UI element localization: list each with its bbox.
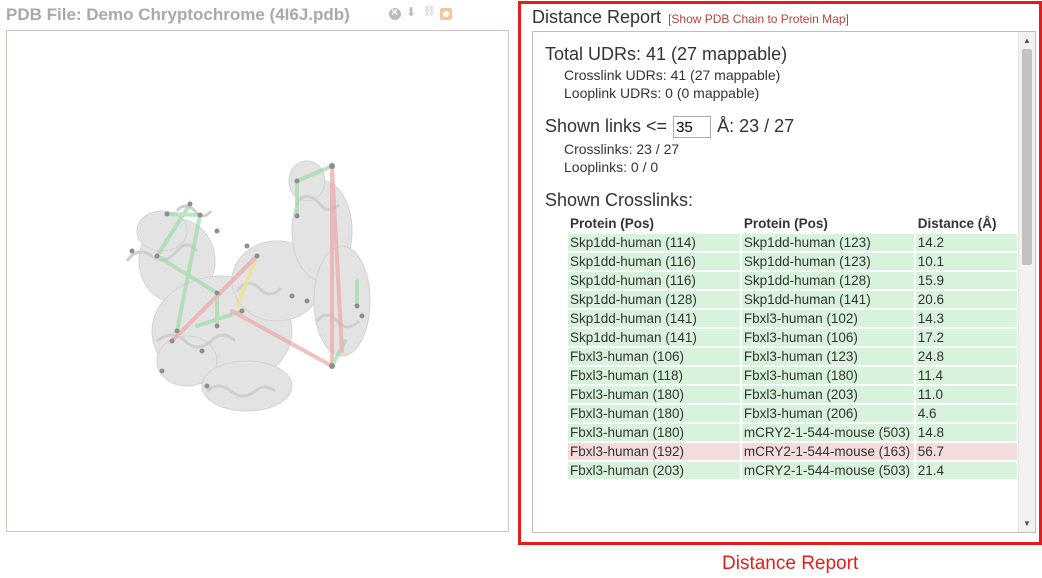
distance-cell: 21.4	[915, 462, 1017, 479]
distance-report-header: Distance Report [Show PDB Chain to Prote…	[532, 7, 849, 28]
shown-links-row: Shown links <= Å: 23 / 27	[545, 116, 795, 139]
protein-ribbon	[136, 160, 371, 412]
distance-report-caption: Distance Report	[722, 553, 859, 574]
crosslinks-table: Protein (Pos) Protein (Pos) Distance (Å)…	[566, 212, 1019, 481]
table-row[interactable]: Skp1dd-human (128) Skp1dd-human (141) 20.6	[568, 291, 1017, 308]
protein-structure-render	[125, 160, 371, 412]
table-row[interactable]: Fbxl3-human (180) Fbxl3-human (206) 4.6	[568, 405, 1017, 422]
protein-1-cell: Skp1dd-human (116)	[568, 253, 740, 270]
protein-2-cell: Fbxl3-human (102)	[741, 310, 914, 327]
show-chain-map-link[interactable]: [Show PDB Chain to Protein Map]	[668, 12, 849, 26]
protein-2-cell: Fbxl3-human (206)	[741, 405, 914, 422]
settings-icon[interactable]	[440, 8, 452, 20]
crosslinks-count: Crosslinks: 23 / 27	[564, 141, 680, 157]
scroll-up-icon[interactable]: ▲	[1023, 36, 1031, 45]
protein-2-cell: Skp1dd-human (141)	[741, 291, 914, 308]
table-row[interactable]: Fbxl3-human (118) Fbxl3-human (180) 11.4	[568, 367, 1017, 384]
protein-2-cell: mCRY2-1-544-mouse (503)	[741, 462, 914, 479]
structure-viewer[interactable]	[6, 30, 509, 532]
distance-cell: 4.6	[915, 405, 1017, 422]
protein-1-cell: Skp1dd-human (128)	[568, 291, 740, 308]
distance-cell: 14.8	[915, 424, 1017, 441]
protein-helices	[125, 195, 361, 398]
looplinks-count: Looplinks: 0 / 0	[564, 159, 659, 175]
protein-2-cell: Skp1dd-human (123)	[741, 253, 914, 270]
distance-cell: 20.6	[915, 291, 1017, 308]
column-header-protein-2[interactable]: Protein (Pos)	[743, 215, 828, 231]
report-scrollbar[interactable]: ▲ ▼	[1018, 32, 1035, 532]
link-icon[interactable]	[423, 6, 436, 20]
distance-report-highlight: Distance Report [Show PDB Chain to Prote…	[518, 1, 1042, 545]
table-row[interactable]: Fbxl3-human (180) Fbxl3-human (203) 11.0	[568, 386, 1017, 403]
crosslink-udrs: Crosslink UDRs: 41 (27 mappable)	[564, 67, 781, 83]
distance-cell: 10.1	[915, 253, 1017, 270]
protein-2-cell: Fbxl3-human (180)	[741, 367, 914, 384]
distance-cell: 14.3	[915, 310, 1017, 327]
protein-2-cell: Fbxl3-human (106)	[741, 329, 914, 346]
column-header-distance[interactable]: Distance (Å)	[917, 215, 997, 231]
distance-cell: 14.2	[915, 234, 1017, 251]
download-icon[interactable]	[406, 5, 418, 20]
distance-cell: 17.2	[915, 329, 1017, 346]
distance-cell: 24.8	[915, 348, 1017, 365]
looplink-udrs: Looplink UDRs: 0 (0 mappable)	[564, 85, 760, 101]
protein-1-cell: Fbxl3-human (192)	[568, 443, 740, 460]
table-row[interactable]: Skp1dd-human (116) Skp1dd-human (123) 10.1	[568, 253, 1017, 270]
scrollbar-thumb[interactable]	[1022, 49, 1032, 265]
distance-report-panel[interactable]: Total UDRs: 41 (27 mappable) Crosslink U…	[532, 31, 1036, 533]
protein-2-cell: mCRY2-1-544-mouse (163)	[741, 443, 914, 460]
protein-2-cell: Fbxl3-human (203)	[741, 386, 914, 403]
protein-1-cell: Fbxl3-human (180)	[568, 424, 740, 441]
distance-report-title: Distance Report	[532, 7, 662, 27]
distance-cell: 15.9	[915, 272, 1017, 289]
protein-1-cell: Skp1dd-human (141)	[568, 329, 740, 346]
table-row[interactable]: Skp1dd-human (141) Fbxl3-human (102) 14.3	[568, 310, 1017, 327]
protein-1-cell: Skp1dd-human (114)	[568, 234, 740, 251]
distance-cell: 56.7	[915, 443, 1017, 460]
protein-1-cell: Fbxl3-human (203)	[568, 462, 740, 479]
pdb-toolbar	[389, 5, 452, 20]
distance-cutoff-input[interactable]	[673, 116, 712, 139]
table-row[interactable]: Skp1dd-human (114) Skp1dd-human (123) 14.2	[568, 234, 1017, 251]
scroll-down-icon[interactable]: ▼	[1023, 519, 1031, 528]
crosslink-lines	[155, 164, 359, 368]
total-udrs: Total UDRs: 41 (27 mappable)	[545, 44, 788, 64]
protein-1-cell: Fbxl3-human (118)	[568, 367, 740, 384]
protein-1-cell: Fbxl3-human (180)	[568, 386, 740, 403]
protein-1-cell: Fbxl3-human (106)	[568, 348, 740, 365]
residue-markers	[129, 163, 365, 389]
close-icon[interactable]	[389, 5, 401, 20]
column-header-protein-1[interactable]: Protein (Pos)	[570, 215, 655, 231]
distance-cell: 11.0	[915, 386, 1017, 403]
table-row[interactable]: Skp1dd-human (116) Skp1dd-human (128) 15.9	[568, 272, 1017, 289]
table-row[interactable]: Fbxl3-human (203) mCRY2-1-544-mouse (503)…	[568, 462, 1017, 479]
table-row[interactable]: Fbxl3-human (180) mCRY2-1-544-mouse (503)…	[568, 424, 1017, 441]
protein-2-cell: Fbxl3-human (123)	[741, 348, 914, 365]
shown-crosslinks-heading: Shown Crosslinks:	[545, 190, 694, 210]
protein-1-cell: Skp1dd-human (116)	[568, 272, 740, 289]
protein-2-cell: mCRY2-1-544-mouse (503)	[741, 424, 914, 441]
protein-2-cell: Skp1dd-human (123)	[741, 234, 914, 251]
shown-links-label: Shown links <=	[545, 116, 668, 136]
shown-links-count: Å: 23 / 27	[717, 116, 795, 136]
table-row[interactable]: Fbxl3-human (106) Fbxl3-human (123) 24.8	[568, 348, 1017, 365]
protein-1-cell: Fbxl3-human (180)	[568, 405, 740, 422]
pdb-file-title: PDB File: Demo Chryptochrome (4I6J.pdb)	[6, 5, 350, 24]
protein-2-cell: Skp1dd-human (128)	[741, 272, 914, 289]
distance-cell: 11.4	[915, 367, 1017, 384]
table-row[interactable]: Fbxl3-human (192) mCRY2-1-544-mouse (163)…	[568, 443, 1017, 460]
table-row[interactable]: Skp1dd-human (141) Fbxl3-human (106) 17.2	[568, 329, 1017, 346]
protein-1-cell: Skp1dd-human (141)	[568, 310, 740, 327]
